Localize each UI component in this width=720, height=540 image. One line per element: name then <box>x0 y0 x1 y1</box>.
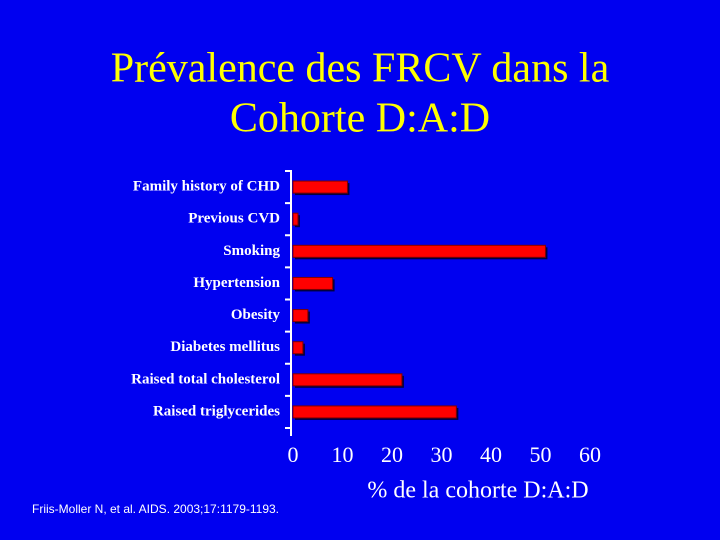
x-tick-label: 40 <box>480 442 502 467</box>
x-tick-label: 30 <box>431 442 453 467</box>
bar <box>292 341 304 355</box>
x-tick-label: 50 <box>530 442 552 467</box>
x-tick-label: 10 <box>332 442 354 467</box>
y-tick-label: Smoking <box>223 243 280 259</box>
source-note: Friis-Moller N, et al. AIDS. 2003;17:117… <box>32 502 279 516</box>
y-tick-label: Raised triglycerides <box>153 403 280 419</box>
chart-title: Prévalence des FRCV dans la <box>111 46 610 92</box>
x-tick-label: 0 <box>288 442 299 467</box>
y-tick-label: Diabetes mellitus <box>170 339 280 355</box>
x-tick-label: 60 <box>579 442 601 467</box>
y-tick-label: Obesity <box>231 307 281 323</box>
x-tick-label: 20 <box>381 442 403 467</box>
y-tick-label: Hypertension <box>193 275 280 291</box>
bar <box>292 212 299 226</box>
y-tick-label: Previous CVD <box>188 211 280 227</box>
bar <box>292 405 457 419</box>
y-tick-label: Raised total cholesterol <box>131 371 280 387</box>
bar <box>292 180 348 194</box>
bar <box>292 309 309 323</box>
bar <box>292 244 546 258</box>
bar <box>292 373 403 387</box>
y-tick-label: Family history of CHD <box>133 179 280 195</box>
chart-title: Cohorte D:A:D <box>230 96 490 142</box>
x-axis-label: % de la cohorte D:A:D <box>367 478 588 504</box>
bar <box>292 276 334 290</box>
